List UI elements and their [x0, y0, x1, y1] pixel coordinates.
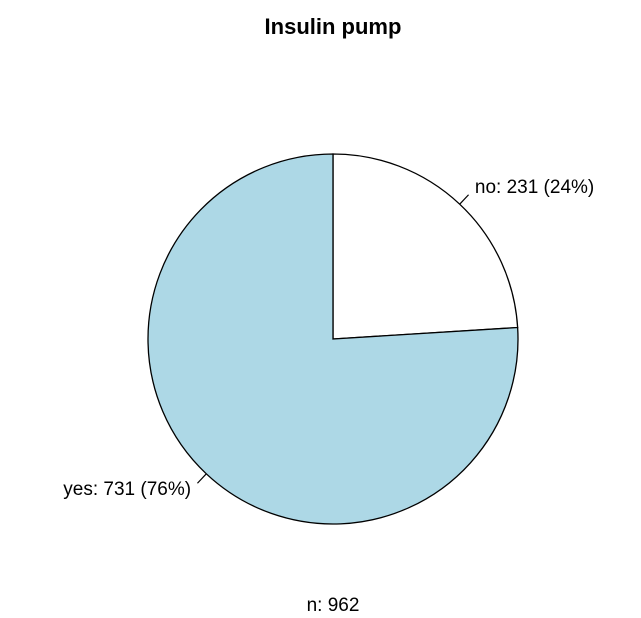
- slice-label: yes: 731 (76%): [63, 479, 191, 500]
- footer: n: 962: [307, 595, 360, 616]
- leader-line: [197, 473, 207, 484]
- chart-title: Insulin pump: [265, 14, 402, 39]
- leader-line: [459, 194, 469, 205]
- pie-slice: [147, 153, 519, 525]
- pie-slice: [332, 153, 519, 340]
- slice-label: no: 231 (24%): [475, 177, 594, 198]
